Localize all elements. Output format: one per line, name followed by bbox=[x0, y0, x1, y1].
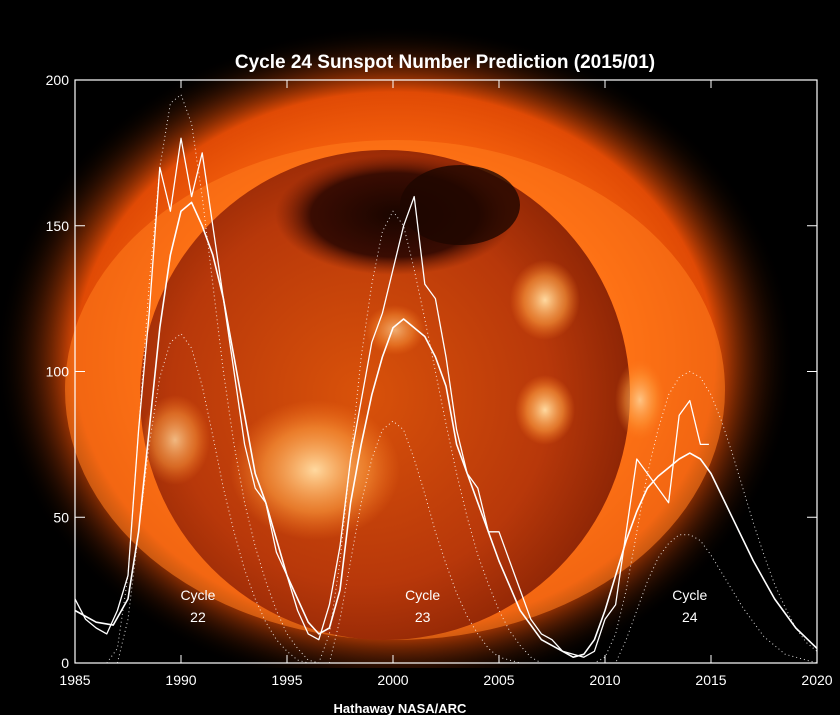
y-tick-label: 0 bbox=[61, 655, 69, 671]
smoothed-series-line bbox=[74, 201, 818, 659]
y-tick-label: 50 bbox=[53, 509, 69, 525]
x-tick-label: 2020 bbox=[801, 672, 832, 688]
cycle-label-number: 24 bbox=[682, 609, 698, 625]
y-tick-label: 200 bbox=[46, 72, 70, 88]
series-layer bbox=[74, 94, 818, 664]
x-tick-label: 2000 bbox=[377, 672, 408, 688]
y-tick-label: 100 bbox=[46, 364, 70, 380]
cycle-label-word: Cycle bbox=[672, 587, 707, 603]
lower-bound-series-line bbox=[116, 333, 818, 664]
x-tick-label: 2005 bbox=[483, 672, 514, 688]
upper-bound-series-line bbox=[106, 94, 818, 664]
monthly-series-line bbox=[74, 137, 709, 658]
x-tick-label: 1985 bbox=[59, 672, 90, 688]
credit-text: Hathaway NASA/ARC bbox=[334, 701, 468, 715]
chart-title: Cycle 24 Sunspot Number Prediction (2015… bbox=[235, 52, 655, 73]
cycle-label-number: 22 bbox=[190, 609, 206, 625]
x-tick-label: 2015 bbox=[695, 672, 726, 688]
x-tick-label: 1995 bbox=[271, 672, 302, 688]
x-tick-label: 2010 bbox=[589, 672, 620, 688]
cycle-label-number: 23 bbox=[415, 609, 431, 625]
cycle-label-word: Cycle bbox=[180, 587, 215, 603]
cycle-labels: Cycle 22 Cycle 23 Cycle 24 bbox=[180, 587, 707, 625]
cycle-label-word: Cycle bbox=[405, 587, 440, 603]
y-tick-label: 150 bbox=[46, 218, 70, 234]
x-tick-label: 1990 bbox=[165, 672, 196, 688]
axes: 1985 1990 1995 2000 2005 2010 2015 2020 0 50 100 15… bbox=[46, 72, 833, 688]
